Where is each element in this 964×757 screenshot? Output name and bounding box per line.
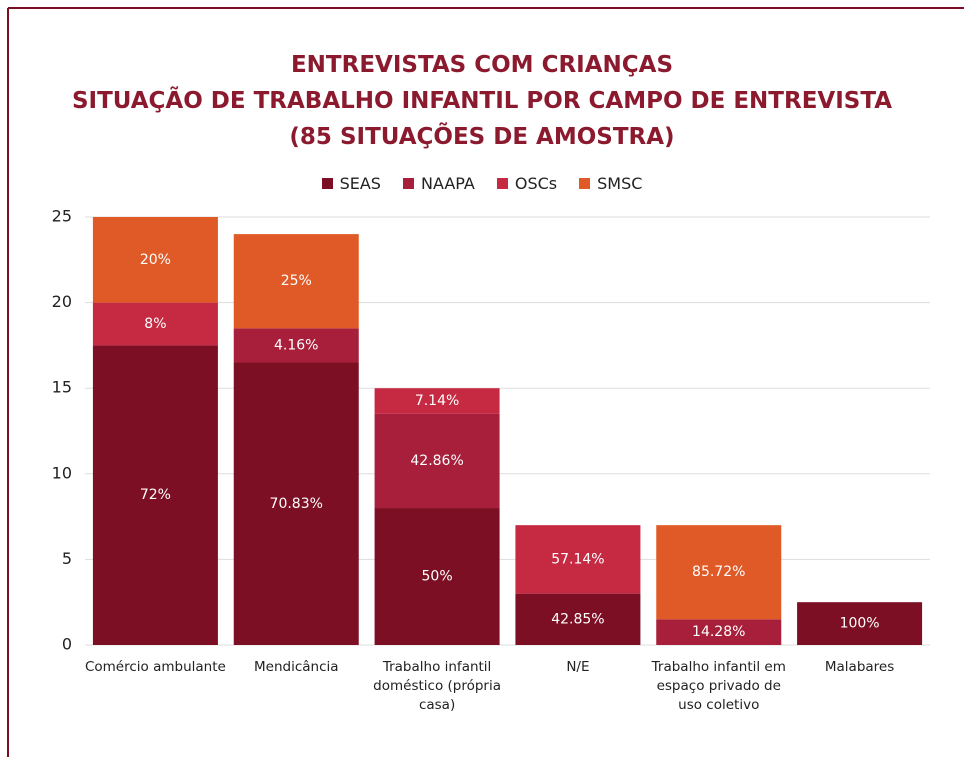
x-tick-label: Trabalho infantil doméstico (própria cas… (373, 659, 501, 713)
legend-label: SEAS (339, 174, 381, 193)
data-label: 57.14% (551, 551, 604, 567)
data-label: 72% (140, 487, 171, 503)
bar-segment (92, 302, 218, 346)
y-tick-label: 5 (62, 549, 72, 568)
chart-title: ENTREVISTAS COM CRIANÇAS (290, 52, 674, 78)
legend-label: OSCs (514, 174, 558, 193)
chart-title: SITUAÇÃO DE TRABALHO INFANTIL POR CAMPO … (71, 88, 893, 114)
bar-segment (92, 345, 218, 645)
data-label: 42.86% (410, 453, 463, 469)
bar-segment (656, 525, 782, 620)
legend-swatch (496, 178, 508, 189)
x-tick-label: Comércio ambulante (84, 659, 226, 675)
y-tick-label: 0 (62, 635, 72, 654)
bar-segment (374, 508, 500, 645)
x-tick-label: Mendicância (253, 659, 339, 675)
legend-label: SMSC (597, 174, 643, 193)
legend-swatch (402, 178, 414, 189)
bar-segment (515, 525, 641, 594)
data-label: 85.72% (692, 564, 745, 580)
data-label: 100% (840, 616, 880, 632)
y-tick-label: 20 (52, 292, 72, 311)
bar-segment (515, 593, 641, 645)
legend-item: OSCs (496, 174, 558, 193)
chart-title: (85 SITUAÇÕES DE AMOSTRA) (289, 124, 675, 150)
bar-segment (656, 619, 782, 645)
bar-segment (233, 234, 359, 329)
bar-segment (374, 413, 500, 509)
x-tick-label: Trabalho infantil em espaço privado de u… (651, 659, 786, 713)
x-tick-label: Malabares (824, 659, 895, 675)
data-label: 14.28% (692, 624, 745, 640)
legend-swatch (321, 178, 333, 189)
legend: SEAS NAAPA OSCs SMSC (0, 174, 964, 193)
bar-segment (797, 602, 923, 645)
legend-swatch (579, 178, 591, 189)
data-label: 20% (140, 252, 171, 268)
data-label: 50% (422, 569, 453, 585)
y-tick-label: 10 (52, 463, 72, 482)
bar-segment (233, 362, 359, 645)
y-tick-label: 25 (52, 207, 72, 226)
legend-item: NAAPA (402, 174, 475, 193)
data-label: 4.16% (274, 337, 318, 353)
legend-label: NAAPA (420, 174, 475, 193)
data-label: 42.85% (551, 611, 604, 627)
legend-item: SMSC (579, 174, 642, 193)
bar-segment (92, 217, 218, 303)
bar-segment (233, 328, 359, 363)
y-tick-label: 15 (52, 378, 72, 397)
data-label: 8% (144, 316, 166, 332)
data-label: 25% (281, 273, 312, 289)
bar-segment (374, 388, 500, 414)
legend-item: SEAS (321, 174, 381, 193)
data-label: 70.83% (270, 496, 323, 512)
x-tick-label: N/E (566, 659, 590, 675)
data-label: 7.14% (415, 393, 459, 409)
